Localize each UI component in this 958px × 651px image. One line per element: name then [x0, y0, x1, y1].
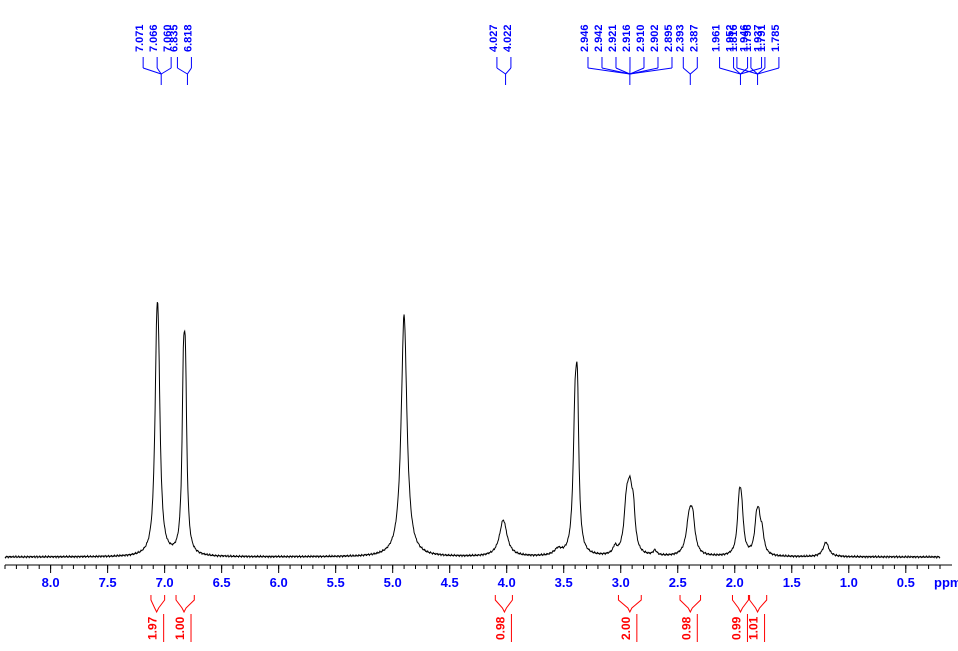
- peak-tree-diagonal: [506, 68, 511, 74]
- peak-ppm-label: 2.916: [621, 24, 633, 52]
- x-tick-label: 5.0: [384, 575, 402, 590]
- peak-ppm-label: 7.066: [148, 24, 160, 52]
- x-tick-label: 4.0: [498, 575, 516, 590]
- x-tick-label: 0.5: [897, 575, 915, 590]
- peak-tree-diagonal: [143, 68, 161, 74]
- integral-bracket: [495, 595, 512, 612]
- x-tick-label: 8.0: [42, 575, 60, 590]
- integral-value-label: 1.97: [146, 616, 160, 640]
- peak-ppm-label: 2.946: [579, 24, 591, 52]
- integral-bracket: [176, 595, 194, 612]
- x-tick-label: 6.5: [213, 575, 231, 590]
- peak-ppm-label: 2.387: [688, 24, 700, 52]
- integral-bracket: [732, 595, 748, 612]
- peak-ppm-label: 6.835: [168, 24, 180, 52]
- spectrum-trace: [5, 302, 940, 558]
- x-tick-label: 2.0: [726, 575, 744, 590]
- integral-bracket: [151, 595, 165, 612]
- nmr-spectrum-svg: 8.0 7.5 7.0 6.5 6.0 5.5 5.0 4.5 4.0 3.5 3.0 2.5 2.0 1…: [0, 0, 958, 651]
- peak-ppm-label: 2.921: [607, 24, 619, 52]
- nmr-spectrum-container: 8.0 7.5 7.0 6.5 6.0 5.5 5.0 4.5 4.0 3.5 3.0 2.5 2.0 1…: [0, 0, 958, 651]
- integral-value-label: 0.98: [679, 616, 693, 640]
- x-tick-label: 3.5: [555, 575, 573, 590]
- x-tick-label: 4.5: [441, 575, 459, 590]
- peak-ppm-label: 4.027: [488, 24, 500, 52]
- peak-ppm-label: 2.393: [674, 24, 686, 52]
- peak-ppm-label: 4.022: [502, 24, 514, 52]
- peak-tree-diagonal: [683, 68, 690, 74]
- x-tick-label: 6.0: [270, 575, 288, 590]
- x-tick-label: 7.0: [156, 575, 174, 590]
- integral-value-label: 2.00: [619, 616, 633, 640]
- x-tick-label: 1.0: [840, 575, 858, 590]
- integral-value-label: 0.99: [729, 616, 743, 640]
- peak-ppm-label: 2.902: [649, 24, 661, 52]
- integral-bracket: [618, 595, 641, 612]
- peak-ppm-label: 2.910: [635, 24, 647, 52]
- peak-ppm-label: 1.961: [711, 24, 723, 52]
- peak-ppm-label: 7.071: [134, 24, 146, 52]
- x-tick-label: 5.5: [327, 575, 345, 590]
- peak-ppm-label: 2.895: [663, 24, 675, 52]
- integral-bracket: [680, 595, 701, 612]
- peak-ppm-label: 1.791: [756, 24, 768, 52]
- x-tick-label: 3.0: [612, 575, 630, 590]
- peak-ppm-label: 2.942: [593, 24, 605, 52]
- peak-tree-diagonal: [497, 68, 506, 74]
- integral-value-label: 1.00: [173, 616, 187, 640]
- peak-ppm-label: 6.818: [182, 24, 194, 52]
- x-tick-label: 1.5: [783, 575, 801, 590]
- peak-tree-diagonal: [187, 68, 191, 74]
- peak-ppm-label: 1.785: [770, 24, 782, 52]
- x-axis-unit-label: ppm: [934, 575, 958, 590]
- x-tick-label: 7.5: [99, 575, 117, 590]
- peak-ppm-label: 1.816: [728, 24, 740, 52]
- x-tick-label: 2.5: [669, 575, 687, 590]
- peak-tree-diagonal: [690, 68, 697, 74]
- integral-value-label: 0.98: [493, 616, 507, 640]
- integral-value-label: 1.01: [747, 616, 761, 640]
- integral-bracket: [750, 595, 767, 612]
- peak-ppm-label: 1.796: [742, 24, 754, 52]
- peak-tree-diagonal: [177, 68, 187, 74]
- peak-tree-diagonal: [161, 68, 171, 74]
